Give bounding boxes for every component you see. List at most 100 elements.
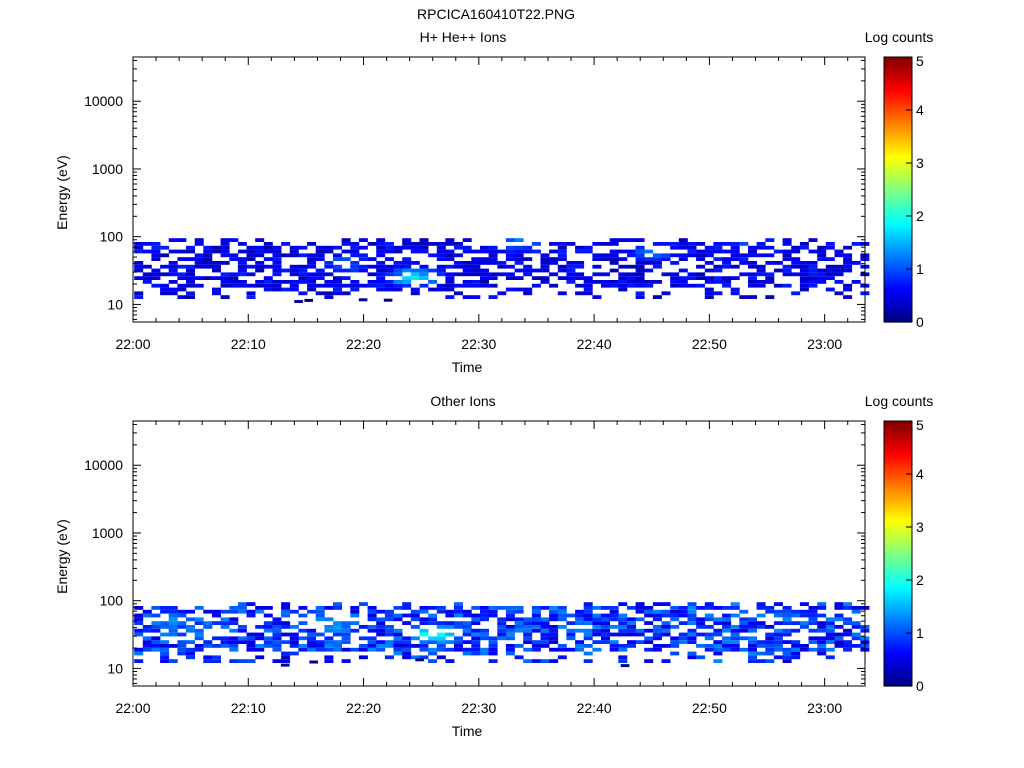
heatmap-cell — [462, 249, 472, 254]
heatmap-cell — [817, 640, 827, 644]
heatmap-cell — [428, 253, 438, 258]
heatmap-cell — [601, 283, 610, 288]
heatmap-cell — [583, 659, 593, 663]
heatmap-cell — [428, 640, 438, 644]
heatmap-cell — [825, 272, 835, 277]
heatmap-cell — [393, 632, 403, 637]
heatmap-cell — [324, 295, 334, 299]
colorbar-segment — [884, 520, 912, 524]
heatmap-cell — [436, 632, 446, 637]
y-tick-label: 1000 — [92, 161, 123, 177]
colorbar-segment — [884, 608, 912, 612]
heatmap-cell — [168, 617, 178, 622]
heatmap-cell — [609, 647, 619, 652]
heatmap-cell — [609, 261, 619, 265]
heatmap-cell — [523, 647, 533, 652]
heatmap-cell — [704, 647, 714, 652]
heatmap-cell — [134, 261, 144, 265]
heatmap-cell — [531, 609, 541, 614]
heatmap-cell — [177, 613, 187, 618]
colorbar-title: Log counts — [865, 29, 934, 45]
heatmap-cell — [635, 632, 645, 637]
heatmap-cell — [748, 628, 757, 633]
heatmap-cell — [497, 264, 507, 269]
heatmap-cell — [229, 609, 239, 614]
heatmap-cell — [575, 621, 585, 625]
heatmap-cell — [151, 245, 161, 250]
heatmap-cell — [799, 287, 809, 292]
heatmap-cell — [341, 632, 351, 637]
heatmap-cell — [194, 644, 204, 648]
heatmap-cell — [246, 253, 256, 258]
heatmap-cell — [825, 264, 835, 269]
heatmap-cell — [445, 238, 455, 242]
heatmap-cell — [748, 245, 757, 250]
colorbar-segment — [884, 449, 912, 453]
heatmap-cell — [333, 606, 342, 610]
colorbar-segment — [884, 504, 912, 508]
heatmap-cell — [834, 644, 844, 648]
colorbar-segment — [884, 103, 912, 107]
heatmap-cell — [358, 268, 368, 273]
heatmap-cell — [480, 272, 489, 277]
colorbar-segment — [884, 132, 912, 135]
heatmap-cell — [713, 245, 723, 250]
heatmap-cell — [220, 625, 230, 629]
heatmap-cell — [298, 268, 308, 273]
colorbar-segment — [884, 440, 912, 444]
heatmap-cell — [384, 268, 394, 273]
colorbar-segment — [884, 438, 912, 442]
heatmap-cell — [212, 613, 221, 618]
heatmap-cell — [186, 276, 195, 280]
heatmap-cell — [151, 625, 161, 629]
heatmap-cell — [843, 295, 853, 299]
heatmap-cell — [825, 268, 835, 273]
heatmap-cell — [722, 283, 732, 288]
colorbar-segment — [884, 641, 912, 645]
heatmap-cell — [358, 245, 368, 250]
heatmap-cell — [436, 287, 446, 292]
heatmap-cell — [220, 617, 230, 622]
heatmap-cell — [843, 253, 853, 258]
heatmap-cell — [186, 249, 195, 254]
heatmap-cell — [402, 238, 412, 242]
heatmap-cell — [773, 261, 783, 265]
heatmap-cell — [186, 280, 195, 284]
heatmap-cell — [505, 651, 515, 656]
heatmap-cell — [134, 295, 144, 299]
heatmap-cell — [428, 647, 438, 652]
heatmap-cell — [635, 264, 645, 269]
colorbar-segment — [884, 138, 912, 142]
heatmap-cell — [635, 291, 645, 296]
colorbar-segment — [884, 564, 912, 568]
colorbar-segment — [884, 299, 912, 303]
heatmap-cell — [549, 647, 559, 652]
heatmap-cell — [454, 640, 463, 644]
heatmap-cell — [722, 242, 732, 246]
heatmap-cell — [808, 268, 818, 273]
heatmap-cell — [635, 272, 645, 277]
heatmap-cell — [704, 276, 714, 280]
heatmap-cell — [514, 238, 524, 242]
heatmap-cell — [557, 268, 567, 273]
heatmap-cell — [307, 280, 317, 284]
colorbar-segment — [884, 560, 912, 563]
heatmap-cell — [358, 625, 368, 629]
heatmap-cell — [324, 280, 334, 284]
heatmap-cell — [229, 238, 239, 242]
heatmap-cell — [402, 257, 412, 261]
colorbar-segment — [884, 683, 912, 687]
heatmap-cell — [549, 613, 559, 618]
heatmap-cell — [704, 268, 714, 273]
heatmap-cell — [419, 245, 429, 250]
heatmap-cell — [402, 613, 412, 618]
heatmap-cell — [186, 617, 195, 622]
colorbar-segment — [884, 284, 912, 288]
heatmap-cell — [670, 272, 680, 277]
heatmap-cell — [471, 283, 481, 288]
heatmap-cell — [315, 613, 325, 618]
heatmap-cell — [160, 621, 170, 625]
colorbar-segment — [884, 549, 912, 552]
heatmap-cell — [263, 249, 273, 254]
